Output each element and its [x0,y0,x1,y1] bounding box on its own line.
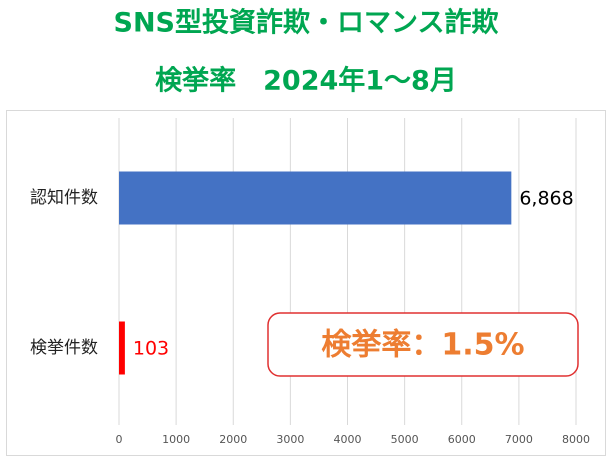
value-label: 103 [133,338,169,360]
x-tick-label: 5000 [391,433,419,446]
chart-frame [6,110,606,456]
x-tick-label: 8000 [562,433,590,446]
x-tick-label: 7000 [505,433,533,446]
x-tick-label: 0 [116,433,123,446]
value-label: 6,868 [519,188,573,210]
x-tick-label: 2000 [219,433,247,446]
x-tick-label: 4000 [334,433,362,446]
annotation-box [267,312,579,377]
chart-title: SNS型投資詐欺・ロマンス詐欺 [114,7,499,39]
chart-subtitle: 検挙率 2024年1～8月 [155,65,457,97]
x-tick-label: 3000 [276,433,304,446]
bar [119,321,125,375]
bar [119,171,512,225]
x-tick-label: 1000 [162,433,190,446]
annotation: 検挙率：1.5% [321,328,524,363]
x-tick-label: 6000 [448,433,476,446]
y-tick-label: 検挙件数 [30,338,98,358]
y-tick-label: 認知件数 [30,188,98,208]
